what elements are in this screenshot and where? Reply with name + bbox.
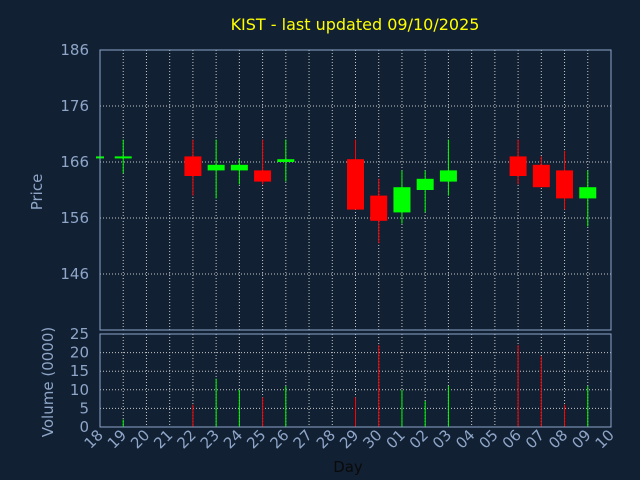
candle [370,178,388,244]
candle [277,139,295,182]
candle-body [393,187,411,213]
volume-y-tick-label: 0 [79,418,89,436]
candle-body [184,156,202,176]
volume-y-tick-label: 5 [79,399,89,417]
x-axis-label: Day [333,458,363,476]
candle-body [370,195,388,221]
candle-body [439,170,457,182]
volume-axis-label: Volume (0000) [39,327,57,437]
candle [347,139,364,210]
candle-body [254,170,272,182]
price-y-tick-label: 186 [60,41,89,59]
candle [509,139,527,185]
price-y-ticks: 146 156 166 176 186 [60,41,89,283]
candle [556,150,574,210]
price-y-tick-label: 156 [60,209,89,227]
price-y-tick-label: 146 [60,265,89,283]
candle-body [509,156,527,176]
candle-body [532,164,550,188]
candle [254,139,272,185]
candle-body [207,164,225,171]
price-y-tick-label: 176 [60,97,89,115]
candle [416,170,434,213]
candle [393,170,411,224]
volume-y-tick-label: 20 [70,344,89,362]
candle [532,156,550,188]
x-axis-ticks: 1819202122232425262728293001020304050607… [81,426,618,452]
price-panel-frame [99,49,612,331]
volume-y-tick-label: 10 [70,381,89,399]
candle-body [556,170,574,199]
candle-body [277,159,295,162]
volume-y-tick-label: 15 [70,362,89,380]
candle [439,139,457,196]
volume-panel-frame [99,333,612,428]
candle [579,170,597,227]
candle-body [114,156,132,159]
candle-body [579,187,597,199]
price-y-tick-label: 166 [60,153,89,171]
candle [184,139,202,196]
chart-title: KIST - last updated 09/10/2025 [231,15,480,34]
price-candles [96,139,597,244]
candle-body [416,178,434,190]
volume-bars [122,345,589,427]
volume-y-tick-label: 25 [70,325,89,343]
candle [207,139,225,199]
candle [114,139,132,174]
candle-body [230,164,248,171]
candle-body [347,159,364,210]
price-panel: 146 156 166 176 186 Price [28,41,612,331]
price-axis-label: Price [28,174,46,211]
candle [230,159,248,185]
